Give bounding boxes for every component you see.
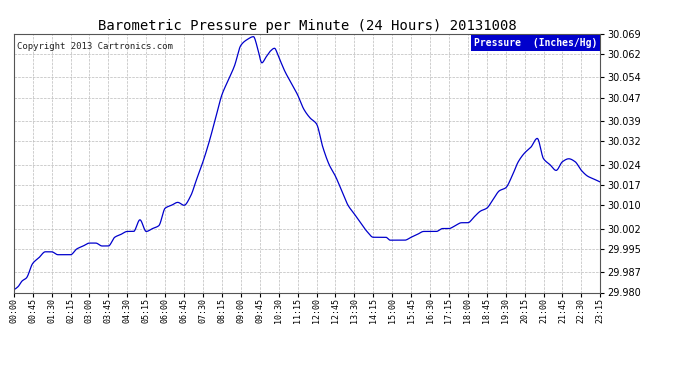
Text: Pressure  (Inches/Hg): Pressure (Inches/Hg) [474,38,598,48]
Title: Barometric Pressure per Minute (24 Hours) 20131008: Barometric Pressure per Minute (24 Hours… [98,19,516,33]
Text: Copyright 2013 Cartronics.com: Copyright 2013 Cartronics.com [17,42,172,51]
